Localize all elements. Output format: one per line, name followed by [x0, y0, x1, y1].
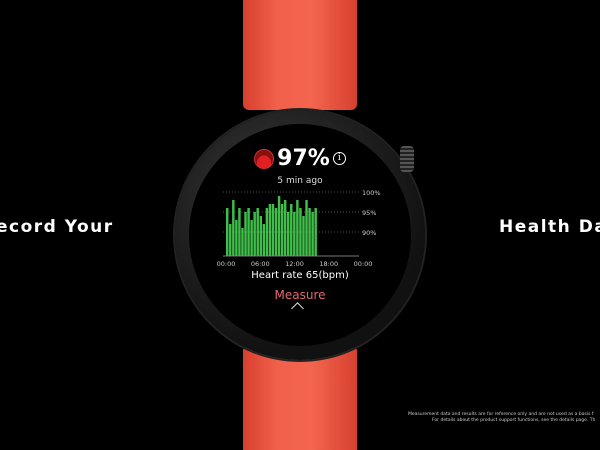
- chart-bar: [311, 212, 314, 256]
- spo2-header: 97% i: [189, 146, 411, 171]
- chart-bar: [299, 208, 302, 256]
- chart-bar: [247, 208, 250, 256]
- chart-bar: [238, 208, 241, 256]
- chart-bar: [296, 200, 299, 256]
- chart-bar: [305, 200, 308, 256]
- spo2-value: 97%: [277, 146, 330, 171]
- chart-bar: [308, 208, 311, 256]
- chart-bar: [235, 220, 238, 256]
- watch-strap-bottom: [243, 345, 357, 450]
- chart-bar: [229, 224, 232, 256]
- chart-bar: [241, 228, 244, 256]
- disclaimer-line-2: For details about the product support fu…: [432, 418, 596, 423]
- banner-right-text: Health Da: [499, 217, 600, 237]
- y-tick-label: 90%: [362, 229, 376, 237]
- chart-bar: [280, 204, 284, 256]
- measure-button[interactable]: Measure: [274, 288, 326, 302]
- chart-bar: [244, 212, 247, 256]
- x-tick-label: 00:00: [217, 260, 236, 268]
- watch-screen: 97% i 5 min ago 100% 95% 90% 00:00 06:00 12:0…: [189, 124, 411, 346]
- y-tick-label: 100%: [362, 189, 381, 197]
- blood-drop-gauge-icon: [254, 148, 275, 169]
- info-icon[interactable]: i: [332, 152, 346, 165]
- chart-bar: [290, 204, 293, 256]
- chart-bar: [302, 216, 305, 256]
- chart-bar: [256, 208, 259, 256]
- chart-bar: [274, 208, 278, 256]
- x-tick-label: 18:00: [319, 260, 338, 268]
- measurement-time: 5 min ago: [277, 176, 323, 186]
- banner-left-text: ecord Your: [0, 217, 114, 237]
- chart-bar: [259, 216, 262, 256]
- disclaimer-line-1: Measurement data and results are for ref…: [408, 412, 594, 417]
- x-tick-label: 12:00: [285, 260, 304, 268]
- y-tick-label: 95%: [362, 209, 376, 217]
- heart-rate-text: Heart rate 65(bpm): [251, 270, 349, 281]
- spo2-chart: 100% 95% 90% 00:00 06:00 12:00 18:00 00:00: [217, 189, 381, 268]
- watch-strap-top: [243, 0, 357, 110]
- x-tick-label: 00:00: [354, 260, 373, 268]
- chart-bar: [226, 208, 229, 256]
- chart-bar: [283, 200, 287, 256]
- chart-bar: [277, 196, 281, 256]
- watch-crown[interactable]: [400, 146, 414, 172]
- chart-bar: [250, 220, 253, 256]
- chart-bar: [287, 212, 290, 256]
- chart-bar: [265, 208, 269, 256]
- chart-bar: [268, 204, 272, 256]
- chart-bar: [232, 200, 235, 256]
- chart-bar: [262, 224, 266, 256]
- chart-bar: [314, 208, 317, 256]
- chart-bar: [253, 212, 256, 256]
- x-tick-label: 06:00: [251, 260, 270, 268]
- chart-bar: [293, 212, 296, 256]
- chart-bar: [271, 204, 275, 256]
